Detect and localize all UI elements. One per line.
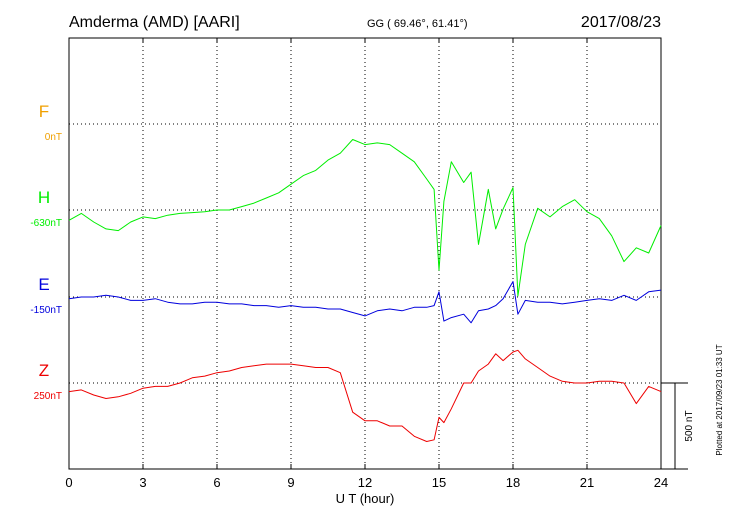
scale-bar: 500 nT <box>661 382 695 470</box>
x-tick-label: 9 <box>287 475 294 490</box>
plotted-note: Plotted at 2017/09/23 01:33 UT <box>715 344 724 455</box>
series-name-e: E <box>38 275 49 294</box>
series-offset-h: -630nT <box>30 218 62 229</box>
series-line-z <box>68 349 662 442</box>
coordinates-label: GG ( 69.46°, 61.41°) <box>367 18 468 30</box>
x-axis-ticks: 0 3 6 9 12 15 18 21 24 <box>65 38 668 490</box>
station-title: Amderma (AMD) [AARI] <box>69 14 240 31</box>
series-offset-e: -150nT <box>30 305 62 316</box>
x-tick-label: 18 <box>506 475 520 490</box>
series-lines <box>68 139 662 442</box>
series-name-h: H <box>38 188 50 207</box>
x-tick-label: 21 <box>580 475 594 490</box>
x-tick-label: 0 <box>65 475 72 490</box>
grid-lines <box>69 38 661 469</box>
x-tick-label: 12 <box>358 475 372 490</box>
series-line-e <box>68 281 662 324</box>
x-tick-label: 24 <box>654 475 668 490</box>
series-name-z: Z <box>39 361 49 380</box>
x-axis-label: U T (hour) <box>336 491 395 506</box>
series-offset-z: 250nT <box>34 391 62 402</box>
series-labels: F 0nT H -630nT E -150nT Z 250nT <box>30 102 62 402</box>
series-offset-f: 0nT <box>45 132 62 143</box>
date-label: 2017/08/23 <box>581 14 661 31</box>
scale-bar-label: 500 nT <box>684 410 695 441</box>
series-name-f: F <box>39 102 49 121</box>
x-tick-label: 6 <box>213 475 220 490</box>
x-tick-label: 15 <box>432 475 446 490</box>
x-tick-label: 3 <box>139 475 146 490</box>
series-line-h <box>68 139 662 297</box>
